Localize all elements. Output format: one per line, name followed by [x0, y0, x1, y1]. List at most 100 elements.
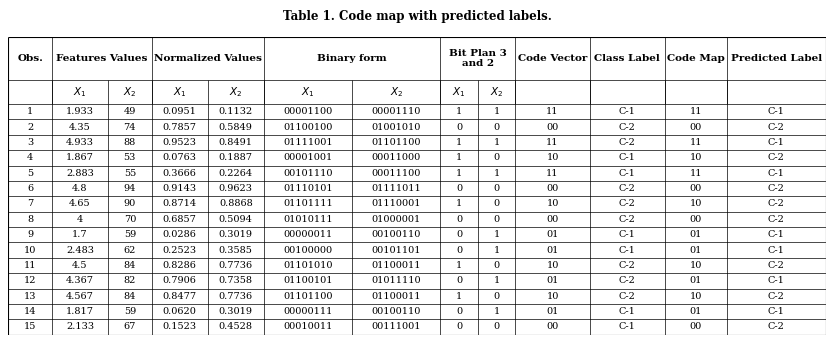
Text: 1: 1	[456, 261, 462, 270]
Text: 01011110: 01011110	[371, 276, 421, 285]
Text: 0: 0	[494, 123, 500, 132]
Text: 00100110: 00100110	[371, 230, 421, 239]
Text: 11: 11	[690, 107, 702, 116]
Text: 4.5: 4.5	[73, 261, 88, 270]
Text: 0: 0	[456, 215, 462, 224]
Text: 0.8477: 0.8477	[163, 292, 197, 301]
Text: 0: 0	[456, 123, 462, 132]
Text: 00100110: 00100110	[371, 307, 421, 316]
Text: Code Vector: Code Vector	[518, 54, 587, 63]
Text: Predicted Label: Predicted Label	[731, 54, 821, 63]
Text: 01101010: 01101010	[284, 261, 333, 270]
Text: C-2: C-2	[619, 184, 636, 193]
Text: 1: 1	[494, 107, 500, 116]
Text: C-2: C-2	[768, 215, 785, 224]
Text: 01: 01	[690, 307, 702, 316]
Text: 11: 11	[24, 261, 37, 270]
Text: C-2: C-2	[619, 199, 636, 209]
Text: 0.7736: 0.7736	[219, 261, 253, 270]
Text: 00: 00	[546, 123, 559, 132]
Text: $\mathit{X}_2$: $\mathit{X}_2$	[229, 85, 243, 99]
Text: 00000111: 00000111	[284, 307, 333, 316]
Text: 1: 1	[456, 292, 462, 301]
Text: 0: 0	[494, 322, 500, 332]
Text: 0.3585: 0.3585	[219, 246, 253, 255]
Text: Code Map: Code Map	[667, 54, 725, 63]
Text: 10: 10	[24, 246, 37, 255]
Text: Normalized Values: Normalized Values	[153, 54, 262, 63]
Text: C-1: C-1	[768, 107, 785, 116]
Text: 01100100: 01100100	[284, 123, 333, 132]
Text: 0: 0	[494, 292, 500, 301]
Text: 84: 84	[123, 261, 136, 270]
Text: 00011100: 00011100	[371, 169, 421, 178]
Text: 67: 67	[123, 322, 136, 332]
Text: 1: 1	[494, 246, 500, 255]
Text: 11: 11	[546, 107, 559, 116]
Text: Obs.: Obs.	[18, 54, 43, 63]
Text: 00101110: 00101110	[284, 169, 333, 178]
Text: 01000001: 01000001	[372, 215, 421, 224]
Text: 0.9523: 0.9523	[163, 138, 197, 147]
Text: 0.0763: 0.0763	[163, 153, 197, 162]
Text: 0.6857: 0.6857	[163, 215, 197, 224]
Text: C-2: C-2	[768, 292, 785, 301]
Text: 1: 1	[456, 199, 462, 209]
Text: 1: 1	[456, 107, 462, 116]
Text: 5: 5	[27, 169, 33, 178]
Text: 88: 88	[123, 138, 136, 147]
Text: C-2: C-2	[768, 153, 785, 162]
Text: 0.1523: 0.1523	[163, 322, 197, 332]
Text: C-2: C-2	[768, 322, 785, 332]
Text: 0.2264: 0.2264	[219, 169, 253, 178]
Text: Class Label: Class Label	[595, 54, 661, 63]
Text: $\mathit{X}_1$: $\mathit{X}_1$	[73, 85, 87, 99]
Text: 10: 10	[690, 261, 702, 270]
Text: 1: 1	[494, 169, 500, 178]
Text: 0: 0	[494, 199, 500, 209]
Text: 00: 00	[546, 184, 559, 193]
Text: 0.9623: 0.9623	[219, 184, 253, 193]
Text: 1.817: 1.817	[66, 307, 94, 316]
Text: 4.35: 4.35	[69, 123, 91, 132]
Text: 01001010: 01001010	[371, 123, 421, 132]
Text: 0: 0	[456, 322, 462, 332]
Text: 00100000: 00100000	[284, 246, 333, 255]
Text: 84: 84	[123, 292, 136, 301]
Text: C-2: C-2	[619, 261, 636, 270]
Text: 01: 01	[690, 246, 702, 255]
Text: C-2: C-2	[768, 199, 785, 209]
Text: 0: 0	[494, 261, 500, 270]
Text: C-2: C-2	[768, 123, 785, 132]
Text: 11: 11	[546, 169, 559, 178]
Text: 1: 1	[456, 169, 462, 178]
Text: 94: 94	[123, 184, 136, 193]
Text: 1: 1	[494, 138, 500, 147]
Text: 0.7906: 0.7906	[163, 276, 197, 285]
Text: 13: 13	[24, 292, 37, 301]
Text: 0: 0	[456, 184, 462, 193]
Text: 00010011: 00010011	[284, 322, 333, 332]
Text: 9: 9	[27, 230, 33, 239]
Text: C-2: C-2	[619, 215, 636, 224]
Text: C-1: C-1	[619, 169, 636, 178]
Text: Table 1. Code map with predicted labels.: Table 1. Code map with predicted labels.	[283, 10, 551, 23]
Text: Bit Plan 3
and 2: Bit Plan 3 and 2	[449, 49, 506, 68]
Text: 74: 74	[123, 123, 136, 132]
Text: 2.883: 2.883	[66, 169, 94, 178]
Text: 01101100: 01101100	[284, 292, 333, 301]
Text: 0.8868: 0.8868	[219, 199, 253, 209]
Text: 00: 00	[690, 215, 702, 224]
Text: 0.5849: 0.5849	[219, 123, 253, 132]
Text: 14: 14	[24, 307, 37, 316]
Text: C-2: C-2	[768, 261, 785, 270]
Text: 1.7: 1.7	[73, 230, 88, 239]
Text: 00001001: 00001001	[284, 153, 333, 162]
Text: 10: 10	[546, 199, 559, 209]
Text: 70: 70	[123, 215, 136, 224]
Text: 1: 1	[456, 138, 462, 147]
Text: 0.8286: 0.8286	[163, 261, 197, 270]
Text: C-1: C-1	[768, 230, 785, 239]
Text: 0.8491: 0.8491	[219, 138, 253, 147]
Text: 1: 1	[27, 107, 33, 116]
